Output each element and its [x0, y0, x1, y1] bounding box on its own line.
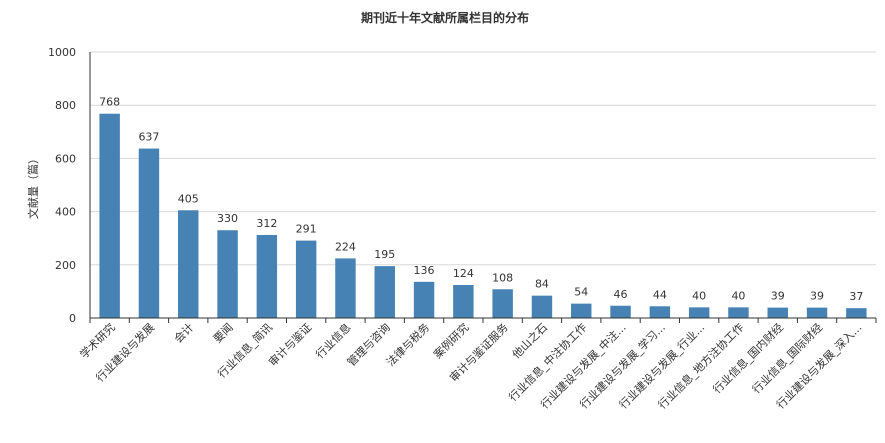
data-label: 768 — [99, 96, 120, 109]
data-labels: 768 637 405 330 312 291 224 195 136 124 108 84 54 46 4… — [99, 96, 863, 303]
data-label: 84 — [535, 278, 549, 291]
x-tick-label: 行业信息 — [313, 320, 354, 361]
bar — [688, 307, 710, 318]
data-label: 136 — [414, 264, 435, 277]
bar — [217, 230, 238, 318]
axes — [89, 52, 877, 323]
data-label: 44 — [653, 288, 667, 301]
bar — [767, 307, 788, 318]
y-tick-label: 400 — [55, 206, 76, 219]
y-tick-label: 200 — [55, 259, 76, 272]
data-label: 224 — [335, 240, 356, 253]
bar — [99, 113, 120, 318]
x-tick-label: 行业信息_中注协工作 — [506, 320, 590, 404]
y-axis-label: 文献量（篇） — [26, 153, 40, 219]
data-label: 46 — [614, 288, 628, 301]
bar — [335, 258, 356, 318]
bar — [138, 148, 160, 318]
bar — [728, 307, 749, 318]
x-tick-label: 他山之石 — [509, 320, 550, 361]
bar — [374, 266, 395, 318]
x-tick-label: 会计 — [172, 321, 197, 346]
x-tick-label: 案例研究 — [430, 320, 471, 361]
gridlines — [90, 51, 876, 266]
bar — [649, 306, 671, 318]
data-label: 291 — [296, 223, 317, 236]
data-label: 40 — [731, 289, 745, 302]
data-label: 39 — [771, 290, 785, 303]
data-label: 54 — [574, 286, 588, 299]
bars — [99, 113, 867, 318]
bar — [453, 285, 474, 318]
bar — [178, 210, 199, 318]
data-label: 108 — [492, 271, 513, 284]
x-tick-label: 行业信息_国内财经 — [710, 320, 786, 396]
data-label: 195 — [374, 248, 395, 261]
data-label: 637 — [138, 131, 159, 144]
y-tick-label: 600 — [55, 152, 76, 165]
bar — [531, 295, 553, 318]
data-label: 40 — [692, 289, 706, 302]
bar — [610, 305, 631, 318]
x-tick-label: 法律与税务 — [383, 320, 432, 369]
data-label: 405 — [178, 192, 199, 205]
data-label: 124 — [453, 267, 474, 280]
y-axis-ticks: 0 200 400 600 800 1000 — [48, 46, 76, 325]
data-label: 39 — [810, 290, 824, 303]
data-label: 330 — [217, 212, 238, 225]
bar — [846, 308, 867, 318]
x-tick-label: 学术研究 — [77, 320, 118, 361]
y-tick-label: 1000 — [48, 46, 76, 59]
bar — [492, 289, 513, 318]
x-tick-label: 审计与鉴证 — [265, 320, 314, 369]
y-tick-label: 0 — [69, 312, 76, 325]
bar — [413, 281, 435, 318]
bar — [571, 303, 592, 318]
bar — [806, 307, 828, 318]
chart-title: 期刊近十年文献所属栏目的分布 — [361, 10, 529, 25]
data-label: 312 — [256, 217, 277, 230]
bar — [295, 240, 317, 318]
data-label: 37 — [849, 290, 863, 303]
x-tick-label: 行业信息_国际财经 — [749, 320, 825, 396]
x-tick-label: 要闻 — [210, 320, 235, 345]
bar — [256, 235, 278, 318]
y-tick-label: 800 — [55, 99, 76, 112]
